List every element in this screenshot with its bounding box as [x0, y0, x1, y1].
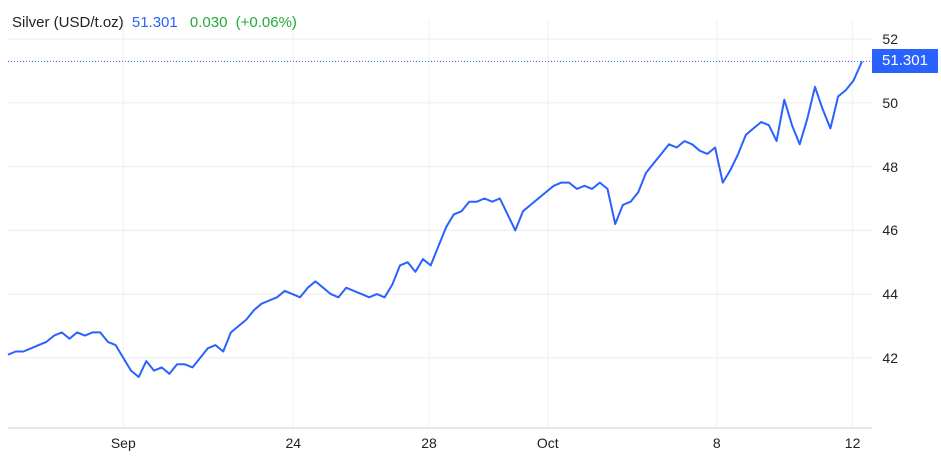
x-tick-label: 28	[421, 435, 437, 451]
chart-legend: Silver (USD/t.oz) 51.301 0.030 (+0.06%)	[12, 14, 297, 31]
x-tick-label: Sep	[110, 435, 136, 451]
x-tick-label: Oct	[536, 435, 559, 451]
chart-grid	[8, 20, 872, 428]
y-tick-label: 52	[882, 31, 898, 48]
instrument-label: Silver (USD/t.oz)	[12, 14, 124, 31]
x-tick-label: 12	[844, 435, 861, 451]
price-change-pct: (+0.06%)	[235, 14, 297, 31]
last-price-tag: 51.301	[872, 49, 938, 74]
current-price: 51.301	[131, 14, 178, 31]
y-tick-label: 42	[882, 349, 898, 366]
y-tick-label: 50	[882, 94, 898, 111]
y-tick-label: 46	[882, 222, 898, 239]
price-change: 0.030	[189, 14, 228, 31]
series-line	[7, 60, 863, 378]
x-tick-label: 8	[712, 435, 721, 451]
x-tick-label: 24	[285, 435, 302, 451]
y-tick-label: 44	[882, 286, 898, 303]
y-tick-label: 48	[882, 158, 898, 175]
